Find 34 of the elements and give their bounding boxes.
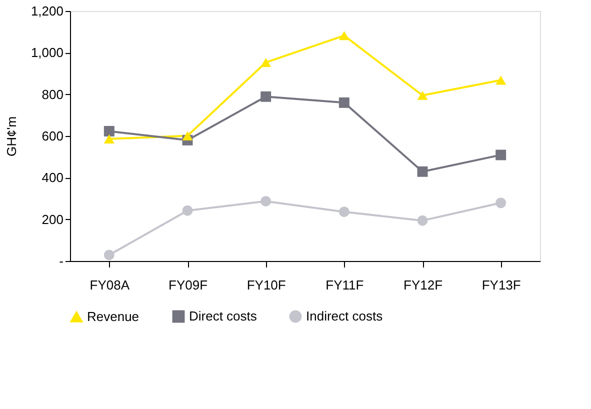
point xyxy=(417,215,428,226)
point xyxy=(496,198,506,208)
x-tick-label: FY12F xyxy=(403,278,443,292)
point xyxy=(104,250,114,260)
point xyxy=(104,126,114,136)
legend-label: Direct costs xyxy=(189,308,258,324)
legend-label: Indirect costs xyxy=(306,308,384,324)
y-tick-label: 200 xyxy=(42,212,64,227)
point xyxy=(417,166,428,177)
x-tick-label: FY13F xyxy=(482,278,521,292)
point xyxy=(260,91,272,102)
y-tick-label: 1,200 xyxy=(30,4,64,18)
point xyxy=(260,196,272,206)
point xyxy=(338,206,350,218)
y-tick-label: 400 xyxy=(42,170,64,186)
x-tick-label: FY09F xyxy=(168,278,208,292)
y-tick-label: 800 xyxy=(42,86,64,102)
point xyxy=(496,76,506,85)
y-tick-label: 600 xyxy=(42,128,64,144)
y-tick-label: - xyxy=(59,254,64,268)
x-tick-label: FY10F xyxy=(246,278,286,292)
point xyxy=(104,134,114,144)
point xyxy=(182,205,193,216)
point xyxy=(338,97,350,108)
legend-label: Revenue xyxy=(87,308,140,324)
x-tick-label: FY11F xyxy=(326,278,364,292)
y-tick-label: 1,000 xyxy=(30,45,64,60)
point xyxy=(260,58,272,67)
point xyxy=(417,90,428,100)
point xyxy=(182,131,193,140)
point xyxy=(338,31,350,40)
x-tick-label: FY08A xyxy=(90,278,130,292)
y-axis-title: GH¢'m xyxy=(4,116,19,157)
point xyxy=(496,150,506,160)
